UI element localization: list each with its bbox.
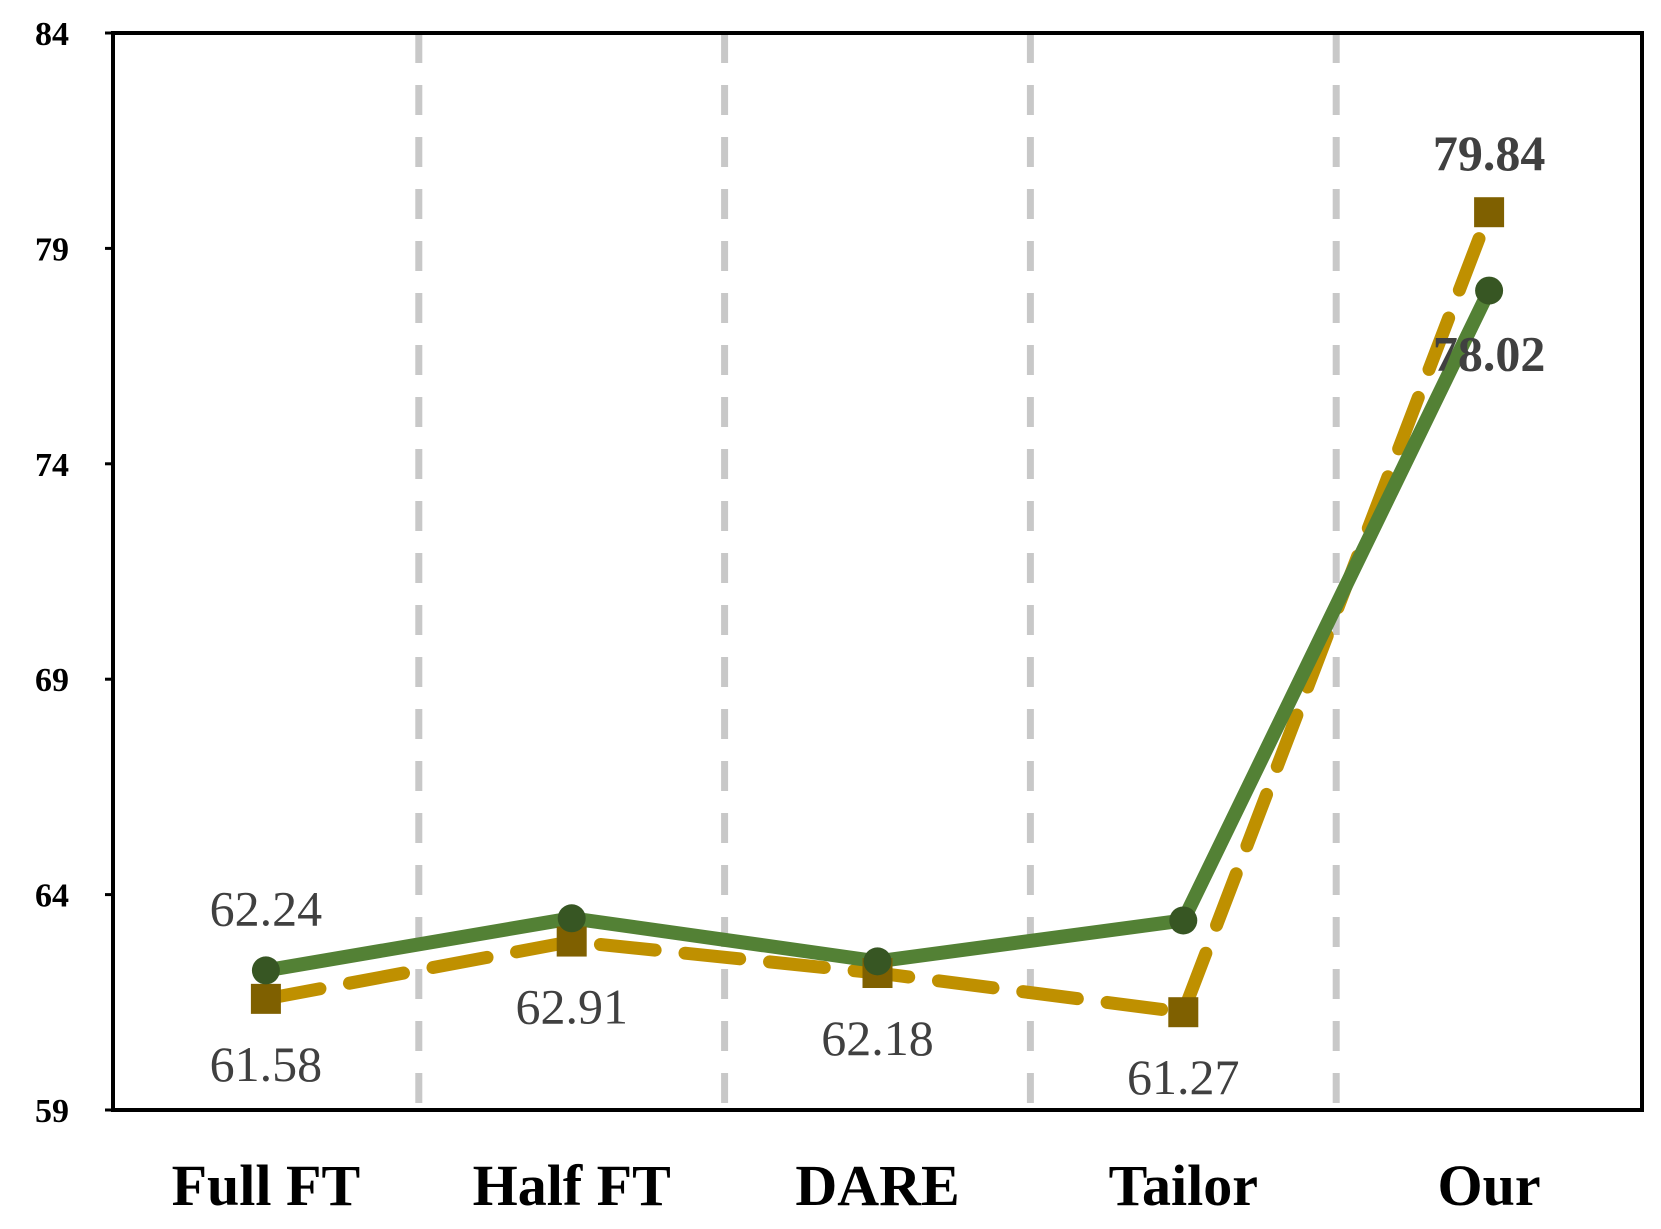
series-1-point: [251, 956, 280, 985]
data-label: 62.91: [515, 979, 628, 1035]
series-line-2: [259, 205, 1496, 1019]
y-tick-label: 64: [35, 878, 69, 915]
series-2-point: [1474, 197, 1505, 228]
x-tick-label: Our: [1438, 1153, 1541, 1218]
y-tick-label: 84: [35, 16, 69, 53]
grid-lines: [415, 33, 1340, 1110]
y-tick-label: 79: [35, 231, 69, 268]
x-tick-label: Half FT: [473, 1153, 671, 1218]
data-label: 61.58: [210, 1036, 323, 1092]
series-layer: [250, 197, 1505, 1028]
data-label: 62.24: [210, 880, 323, 936]
plot-frame: [111, 31, 1644, 1112]
data-labels: 62.24 78.02 61.58 62.91 62.18 61.27 79.84: [210, 125, 1546, 1105]
x-tick-label: Tailor: [1109, 1153, 1258, 1218]
y-tick-label: 74: [35, 447, 69, 484]
y-tick-label: 59: [35, 1093, 69, 1130]
y-tick-label: 69: [35, 662, 69, 699]
x-tick-label: DARE: [795, 1153, 959, 1218]
series-2-point: [1168, 997, 1199, 1028]
series-2-point: [250, 983, 281, 1014]
x-tick-label: Full FT: [172, 1153, 361, 1218]
y-axis: 59 64 69 74 79 84: [35, 16, 113, 1130]
series-1-point: [1475, 276, 1504, 305]
data-label: 79.84: [1433, 125, 1546, 181]
data-label: 62.18: [821, 1010, 934, 1066]
data-label: 61.27: [1127, 1049, 1240, 1105]
data-label: 78.02: [1433, 326, 1546, 382]
x-axis: Full FT Half FT DARE Tailor Our: [172, 1153, 1541, 1218]
series-line-1: [264, 287, 1496, 978]
series-1-point: [1169, 906, 1198, 935]
series-1-point: [557, 904, 586, 933]
series-1-point: [863, 947, 892, 976]
